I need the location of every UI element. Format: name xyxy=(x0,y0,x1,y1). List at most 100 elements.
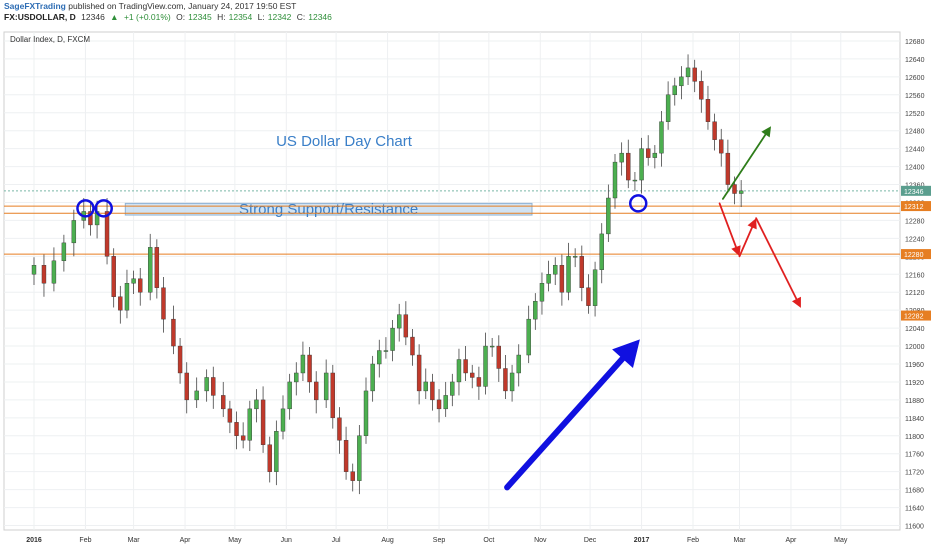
close-label: C: xyxy=(296,12,306,22)
price-label: 12280 xyxy=(904,252,924,259)
candle-body xyxy=(559,265,565,293)
candle-body xyxy=(211,377,216,396)
y-tick-label: 11760 xyxy=(905,452,924,459)
candle-body xyxy=(314,381,319,401)
candle-body xyxy=(725,152,731,185)
candle-body xyxy=(390,327,395,351)
candle-body xyxy=(267,444,272,472)
y-tick-label: 11680 xyxy=(905,488,924,495)
y-tick-label: 12160 xyxy=(905,272,925,279)
candle-body xyxy=(104,211,110,257)
candle-body xyxy=(51,260,57,284)
arrow-shaft[interactable] xyxy=(738,226,754,258)
candle-body xyxy=(719,139,724,154)
candle-body xyxy=(194,390,199,401)
candle-body xyxy=(646,148,651,158)
candle-body xyxy=(632,179,638,182)
symbol-name[interactable]: FX:USDOLLAR, D xyxy=(4,12,76,22)
support-resistance-zone[interactable] xyxy=(124,202,533,216)
candle-body xyxy=(672,85,677,96)
candle-body xyxy=(586,287,591,306)
y-tick-label: 12680 xyxy=(905,39,925,46)
x-tick-label: 2017 xyxy=(634,537,650,544)
candle-body xyxy=(483,345,488,387)
candle-body xyxy=(553,265,558,275)
candle-body xyxy=(260,399,266,445)
candle-body xyxy=(307,354,312,383)
zone-label: Strong Support/Resistance xyxy=(239,201,418,218)
arrow-head[interactable] xyxy=(761,126,772,138)
candle-body xyxy=(470,372,475,378)
arrow-shaft[interactable] xyxy=(504,355,626,491)
y-tick-label: 11600 xyxy=(905,524,924,531)
open-value: 12345 xyxy=(188,12,212,22)
y-tick-label: 11880 xyxy=(905,398,924,405)
price-label-box xyxy=(901,249,931,260)
candle-body xyxy=(685,67,691,78)
candle-body xyxy=(343,440,349,472)
chart-title: US Dollar Day Chart xyxy=(276,133,413,150)
x-tick-label: Jul xyxy=(332,537,341,544)
candle-body xyxy=(31,265,37,275)
candle-body xyxy=(403,314,409,338)
last-price: 12346 xyxy=(81,12,105,22)
candle-body xyxy=(357,435,362,481)
x-tick-label: Dec xyxy=(584,537,597,544)
marker-circle[interactable] xyxy=(94,199,113,218)
arrow-head[interactable] xyxy=(731,245,741,257)
candle-body xyxy=(566,256,571,293)
y-tick-label: 12000 xyxy=(905,344,925,351)
candle-body xyxy=(692,67,697,82)
arrow-head[interactable] xyxy=(612,339,640,369)
candle-body xyxy=(240,435,246,441)
x-tick-label: Feb xyxy=(79,537,91,544)
price-label-box xyxy=(901,201,931,212)
x-tick-label: Mar xyxy=(128,537,141,544)
candle-body xyxy=(572,256,578,258)
high-label: H: xyxy=(217,12,226,22)
candle-body xyxy=(370,363,375,392)
chart-header: SageFXTrading published on TradingView.c… xyxy=(4,1,604,31)
candle-body xyxy=(323,372,329,401)
candle-body xyxy=(732,184,737,194)
close-value: 12346 xyxy=(308,12,332,22)
x-tick-label: Oct xyxy=(483,537,494,544)
x-tick-label: Jun xyxy=(281,537,292,544)
candle-body xyxy=(612,161,618,199)
candle-body xyxy=(416,354,422,392)
arrow-head[interactable] xyxy=(747,218,757,230)
candle-body xyxy=(619,152,624,163)
candle-body xyxy=(337,417,342,441)
candle-body xyxy=(476,377,482,387)
candle-body xyxy=(639,148,644,181)
candle-body xyxy=(138,278,143,293)
marker-circle[interactable] xyxy=(628,194,648,213)
y-tick-label: 12120 xyxy=(905,290,925,297)
candle-body xyxy=(377,350,382,365)
arrow-head[interactable] xyxy=(791,296,801,308)
candle-body xyxy=(489,345,495,348)
candle-body xyxy=(171,318,176,347)
author-link[interactable]: SageFXTrading xyxy=(4,1,66,11)
marker-circle[interactable] xyxy=(76,199,95,218)
arrow-shaft[interactable] xyxy=(755,217,798,300)
candle-body xyxy=(221,395,226,410)
y-tick-label: 12280 xyxy=(905,218,925,225)
y-tick-label: 12400 xyxy=(905,165,925,172)
candle-body xyxy=(294,372,299,383)
candle-body xyxy=(699,81,704,100)
candle-body xyxy=(397,314,402,329)
y-tick-label: 12240 xyxy=(905,236,925,243)
arrow-shaft[interactable] xyxy=(718,202,737,248)
y-tick-label: 12520 xyxy=(905,111,925,118)
candle-body xyxy=(88,211,93,226)
x-tick-label: Nov xyxy=(534,537,547,544)
low-label: L: xyxy=(257,12,265,22)
x-tick-label: 2016 xyxy=(26,537,42,544)
open-label: O: xyxy=(176,12,186,22)
arrow-shaft[interactable] xyxy=(722,133,767,200)
candle-body xyxy=(533,300,538,320)
candle-body xyxy=(546,274,551,284)
x-tick-label: Feb xyxy=(687,537,699,544)
